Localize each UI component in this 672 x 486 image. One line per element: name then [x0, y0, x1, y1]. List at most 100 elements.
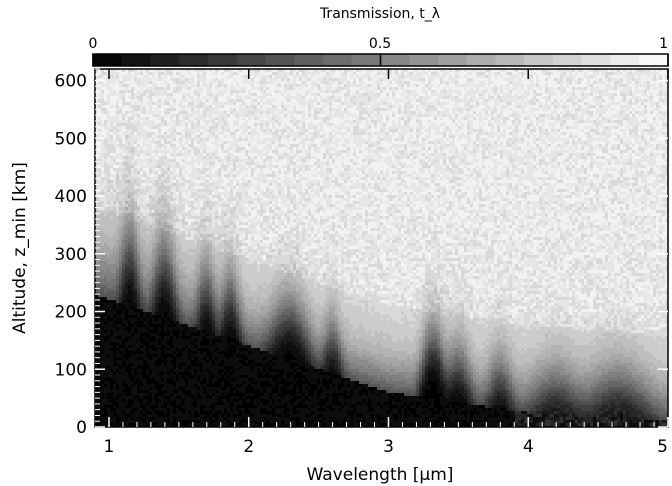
heatmap-cell — [95, 417, 99, 421]
heatmap-cell — [113, 363, 117, 367]
heatmap-cell — [218, 87, 222, 91]
heatmap-cell — [113, 108, 117, 112]
heatmap-cell — [125, 282, 129, 286]
heatmap-cell — [173, 306, 177, 310]
heatmap-cell — [149, 96, 153, 100]
heatmap-cell — [176, 414, 180, 418]
heatmap-cell — [131, 258, 135, 262]
heatmap-cell — [161, 132, 165, 136]
heatmap-cell — [149, 240, 153, 244]
heatmap-cell — [104, 120, 108, 124]
heatmap-cell — [176, 69, 180, 73]
heatmap-cell — [107, 174, 111, 178]
heatmap-cell — [191, 225, 195, 229]
heatmap-cell — [155, 105, 159, 109]
heatmap-cell — [167, 384, 171, 388]
heatmap-cell — [203, 270, 207, 274]
heatmap-cell — [194, 123, 198, 127]
heatmap-cell — [164, 303, 168, 307]
heatmap-cell — [146, 360, 150, 364]
heatmap-cell — [107, 249, 111, 253]
heatmap-cell — [116, 384, 120, 388]
heatmap-cell — [176, 318, 180, 322]
heatmap-cell — [113, 114, 117, 118]
heatmap-cell — [110, 180, 114, 184]
heatmap-cell — [215, 279, 219, 283]
heatmap-cell — [98, 78, 102, 82]
heatmap-cell — [107, 411, 111, 415]
heatmap-cell — [143, 219, 147, 223]
heatmap-cell — [173, 102, 177, 106]
heatmap-cell — [104, 201, 108, 205]
heatmap-cell — [185, 171, 189, 175]
heatmap-cell — [152, 267, 156, 271]
heatmap-cell — [179, 180, 183, 184]
heatmap-cell — [131, 225, 135, 229]
heatmap-cell — [176, 81, 180, 85]
heatmap-cell — [98, 75, 102, 79]
heatmap-cell — [200, 78, 204, 82]
heatmap-cell — [167, 162, 171, 166]
heatmap-cell — [161, 288, 165, 292]
heatmap-cell — [95, 216, 99, 220]
heatmap-cell — [104, 96, 108, 100]
heatmap-cell — [173, 210, 177, 214]
heatmap-cell — [125, 237, 129, 241]
heatmap-cell — [140, 330, 144, 334]
heatmap-cell — [200, 168, 204, 172]
heatmap-cell — [212, 420, 216, 424]
heatmap-cell — [188, 387, 192, 391]
heatmap-cell — [164, 348, 168, 352]
heatmap-cell — [176, 177, 180, 181]
heatmap-cell — [167, 339, 171, 343]
heatmap-cell — [95, 288, 99, 292]
heatmap-cell — [155, 198, 159, 202]
heatmap-cell — [176, 363, 180, 367]
heatmap-cell — [116, 318, 120, 322]
heatmap-cell — [113, 396, 117, 400]
heatmap-cell — [179, 279, 183, 283]
heatmap-cell — [113, 102, 117, 106]
heatmap-cell — [209, 279, 213, 283]
heatmap-cell — [143, 273, 147, 277]
heatmap-cell — [170, 252, 174, 256]
heatmap-cell — [161, 189, 165, 193]
heatmap-cell — [152, 276, 156, 280]
heatmap-cell — [188, 333, 192, 337]
heatmap-cell — [206, 288, 210, 292]
heatmap-cell — [194, 216, 198, 220]
heatmap-cell — [212, 402, 216, 406]
heatmap-cell — [104, 192, 108, 196]
heatmap-cell — [122, 411, 126, 415]
heatmap-cell — [182, 363, 186, 367]
colorbar-tick-label-0: 0 — [89, 36, 98, 52]
heatmap-cell — [167, 369, 171, 373]
heatmap-cell — [170, 288, 174, 292]
heatmap-cell — [182, 87, 186, 91]
heatmap-cell — [203, 303, 207, 307]
heatmap-cell — [98, 69, 102, 73]
heatmap-cell — [164, 354, 168, 358]
heatmap-cell — [191, 165, 195, 169]
heatmap-cell — [137, 294, 141, 298]
heatmap-cell — [125, 408, 129, 412]
heatmap-cell — [149, 210, 153, 214]
heatmap-cell — [116, 264, 120, 268]
heatmap-cell — [170, 201, 174, 205]
heatmap-cell — [212, 378, 216, 382]
heatmap-cell — [98, 366, 102, 370]
heatmap-cell — [164, 378, 168, 382]
heatmap-cell — [164, 246, 168, 250]
heatmap-cell — [179, 147, 183, 151]
heatmap-cell — [203, 198, 207, 202]
heatmap-cell — [161, 411, 165, 415]
heatmap-cell — [128, 228, 132, 232]
heatmap-cell — [152, 309, 156, 313]
heatmap-cell — [128, 225, 132, 229]
heatmap-cell — [125, 297, 129, 301]
heatmap-cell — [113, 90, 117, 94]
heatmap-cell — [158, 120, 162, 124]
heatmap-cell — [179, 225, 183, 229]
heatmap-cell — [101, 351, 105, 355]
heatmap-cell — [176, 210, 180, 214]
